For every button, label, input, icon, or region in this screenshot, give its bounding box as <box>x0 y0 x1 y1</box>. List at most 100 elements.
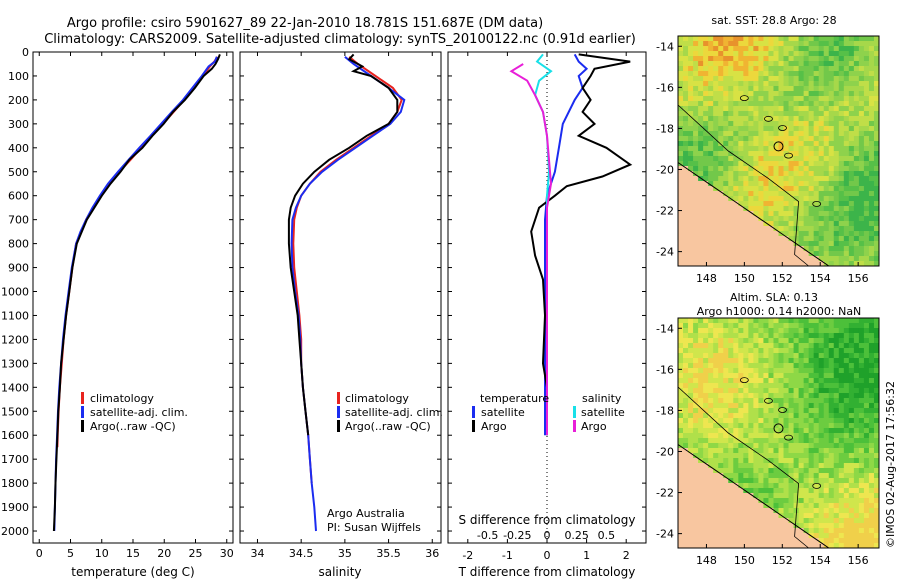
map-cell <box>743 156 749 162</box>
map-cell <box>828 36 835 42</box>
map-cell <box>733 458 739 464</box>
map-cell <box>738 498 744 504</box>
map-cell <box>868 328 875 334</box>
map-cell <box>873 81 880 87</box>
map-cell <box>803 518 810 524</box>
map-cell <box>848 433 855 439</box>
map-cell <box>863 136 870 142</box>
map-cell <box>738 483 744 489</box>
map-cell <box>763 186 769 192</box>
map-cell <box>858 533 865 539</box>
map-cell <box>773 101 779 107</box>
map-cell <box>713 323 719 329</box>
map-cell <box>723 36 729 42</box>
map-cell <box>858 191 865 197</box>
map-cell <box>678 378 684 384</box>
difference-legend-t-argo: Argo <box>481 420 507 433</box>
map-cell <box>823 241 830 247</box>
map-cell <box>848 236 855 242</box>
map-cell <box>688 66 694 72</box>
map-cell <box>783 141 789 147</box>
map-cell <box>708 41 714 47</box>
map-cell <box>698 518 704 524</box>
map-cell <box>783 91 789 97</box>
map-cell <box>818 246 825 252</box>
map-cell <box>678 348 684 354</box>
map-cell <box>838 438 845 444</box>
map-cell <box>758 51 764 57</box>
map-cell <box>803 141 810 147</box>
map-cell <box>873 498 880 504</box>
map-cell <box>783 388 789 394</box>
map-cell <box>833 81 840 87</box>
map-cell <box>768 96 774 102</box>
map-cell <box>708 323 714 329</box>
map-cell <box>698 71 704 77</box>
map-cell <box>813 101 820 107</box>
map-cell <box>698 488 704 494</box>
map-cell <box>718 76 724 82</box>
map-cell <box>728 41 734 47</box>
map-cell <box>763 226 769 232</box>
map-cell <box>683 181 689 187</box>
map-cell <box>773 363 779 369</box>
map-cell <box>858 111 865 117</box>
map-cell <box>763 448 769 454</box>
map-cell <box>703 56 709 62</box>
ytick-label: 1500 <box>1 405 29 418</box>
map-cell <box>858 448 865 454</box>
map-cell <box>788 378 794 384</box>
map-cell <box>843 181 850 187</box>
map-cell <box>808 348 815 354</box>
map-cell <box>683 373 689 379</box>
map-cell <box>708 383 714 389</box>
map-cell <box>828 493 835 499</box>
map-cell <box>723 201 729 207</box>
map-cell <box>713 151 719 157</box>
map-cell <box>798 211 805 217</box>
map-cell <box>813 201 820 207</box>
map-cell <box>688 146 694 152</box>
map-cell <box>783 176 789 182</box>
map-cell <box>693 96 699 102</box>
map-cell <box>683 533 689 539</box>
map-cell <box>838 86 845 92</box>
map-cell <box>853 423 860 429</box>
map-cell <box>733 66 739 72</box>
map-cell <box>708 378 714 384</box>
map-cell <box>803 403 810 409</box>
map-cell <box>688 393 694 399</box>
map-cell <box>713 533 719 539</box>
map-cell <box>773 513 779 519</box>
map-cell <box>688 508 694 514</box>
map-cell <box>763 503 769 509</box>
map-cell <box>798 66 805 72</box>
map-cell <box>763 508 769 514</box>
map-cell <box>728 483 734 489</box>
map-cell <box>738 528 744 534</box>
map-cell <box>808 176 815 182</box>
map-cell <box>758 463 764 469</box>
map-cell <box>753 166 759 172</box>
map-cell <box>863 96 870 102</box>
map-cell <box>723 418 729 424</box>
map-cell <box>748 498 754 504</box>
map-cell <box>813 438 820 444</box>
map-cell <box>733 56 739 62</box>
map-cell <box>733 216 739 222</box>
map-cell <box>783 488 789 494</box>
map-cell <box>683 136 689 142</box>
map-cell <box>843 363 850 369</box>
map-cell <box>808 373 815 379</box>
map-cell <box>773 358 779 364</box>
map-cell <box>713 121 719 127</box>
map-cell <box>858 523 865 529</box>
map-cell <box>813 111 820 117</box>
map-cell <box>793 468 800 474</box>
map-cell <box>738 373 744 379</box>
map-cell <box>718 408 724 414</box>
map-cell <box>728 378 734 384</box>
map-cell <box>713 136 719 142</box>
map-cell <box>853 126 860 132</box>
difference-legend-t-satellite: satellite <box>481 406 525 419</box>
